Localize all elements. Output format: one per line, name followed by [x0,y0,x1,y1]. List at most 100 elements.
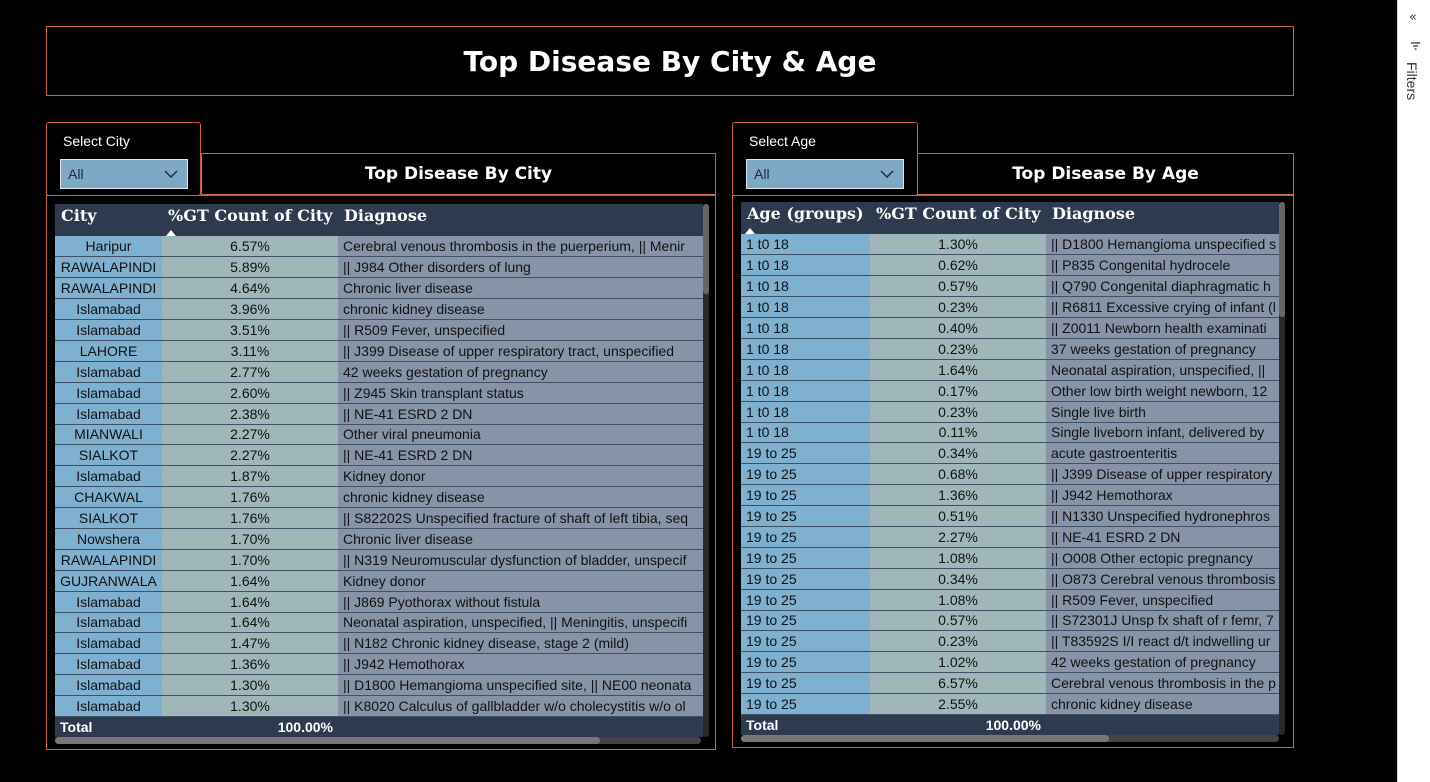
cell-diagnose: chronic kidney disease [338,486,703,509]
cell-pct: 1.64% [162,591,338,613]
cell-city: Haripur [55,236,162,258]
cell-pct: 1.30% [162,674,338,697]
table-row[interactable]: Islamabad 2.38% || NE-41 ESRD 2 DN [55,403,703,425]
age-dropdown[interactable]: All [746,159,904,189]
table-row[interactable]: Islamabad 3.96% chronic kidney disease [55,298,703,321]
age-table-vscroll[interactable] [1279,202,1285,735]
table-row[interactable]: 19 to 25 6.57% Cerebral venous thrombosis … [741,672,1279,695]
cell-city: Islamabad [55,695,162,717]
cell-pct: 0.57% [870,610,1046,632]
table-row[interactable]: SIALKOT 1.76% || S82202S Unspecified fract… [55,507,703,529]
age-table[interactable]: Age (groups) %GT Count of City Diagnose … [741,202,1279,735]
table-row[interactable]: 1 t0 18 0.57% || Q790 Congenital diaphragm… [741,275,1279,298]
table-row[interactable]: Islamabad 2.60% || Z945 Skin transplant st… [55,382,703,404]
cell-diagnose: || J942 Hemothorax [338,653,703,676]
filters-pane[interactable]: « Filters [1397,0,1430,782]
age-table-hscroll-thumb[interactable] [741,735,1109,742]
cell-age: 19 to 25 [741,693,870,715]
cell-city: GUJRANWALA [55,570,162,592]
cell-pct: 2.60% [162,382,338,404]
table-row[interactable]: 19 to 25 0.34% || O873 Cerebral venous thr… [741,568,1279,590]
table-row[interactable]: 1 t0 18 1.30% || D1800 Hemangioma unspecif… [741,234,1279,256]
filters-label[interactable]: Filters [1404,62,1420,101]
table-row[interactable]: Islamabad 1.30% || K8020 Calculus of gallb… [55,695,703,717]
cell-diagnose: || D1800 Hemangioma unspecified site, ||… [338,674,703,697]
cell-city: Islamabad [55,632,162,655]
table-row[interactable]: Islamabad 1.87% Kidney donor [55,465,703,488]
table-row[interactable]: 19 to 25 1.02% 42 weeks gestation of pregn… [741,651,1279,674]
table-row[interactable]: 19 to 25 0.57% || S72301J Unsp fx shaft of… [741,610,1279,632]
table-row[interactable]: 1 t0 18 0.23% || R6811 Excessive crying of… [741,296,1279,319]
table-row[interactable]: Islamabad 1.64% Neonatal aspiration, unspe… [55,612,703,634]
cell-pct: 3.51% [162,319,338,341]
table-row[interactable]: Haripur 6.57% Cerebral venous thrombosis i… [55,236,703,258]
table-row[interactable]: 1 t0 18 0.62% || P835 Congenital hydrocele [741,254,1279,277]
col-header-pct[interactable]: %GT Count of City [162,204,338,236]
cell-pct: 0.62% [870,254,1046,277]
cell-city: SIALKOT [55,507,162,529]
cell-city: Islamabad [55,382,162,404]
double-chevron-left-icon[interactable]: « [1409,10,1417,25]
city-table-vscroll[interactable] [703,204,709,737]
table-row[interactable]: 19 to 25 1.08% || R509 Fever, unspecified [741,589,1279,611]
table-row[interactable]: 19 to 25 0.68% || J399 Disease of upper re… [741,463,1279,486]
table-row[interactable]: 19 to 25 0.51% || N1330 Unspecified hydron… [741,505,1279,527]
city-table-hscroll-thumb[interactable] [55,737,600,744]
city-table-title: Top Disease By City [364,164,553,184]
table-row[interactable]: Islamabad 1.36% || J942 Hemothorax [55,653,703,676]
table-row[interactable]: Islamabad 1.47% || N182 Chronic kidney dis… [55,632,703,655]
city-dropdown[interactable]: All [60,159,188,189]
col-header-age[interactable]: Age (groups) [741,202,870,234]
table-row[interactable]: 1 t0 18 0.23% 37 weeks gestation of pregna… [741,338,1279,360]
cell-city: Islamabad [55,465,162,488]
table-row[interactable]: 1 t0 18 0.11% Single liveborn infant, deli… [741,422,1279,444]
table-row[interactable]: 19 to 25 1.36% || J942 Hemothorax [741,484,1279,507]
cell-pct: 2.27% [162,444,338,467]
col-header-pct[interactable]: %GT Count of City [870,202,1046,234]
report-title-box: Top Disease By City & Age [46,26,1294,96]
table-row[interactable]: 19 to 25 2.55% chronic kidney disease [741,693,1279,715]
table-row[interactable]: 1 t0 18 0.40% || Z0011 Newborn health exam… [741,317,1279,339]
table-row[interactable]: Islamabad 1.30% || D1800 Hemangioma unspec… [55,674,703,697]
table-row[interactable]: SIALKOT 2.27% || NE-41 ESRD 2 DN [55,444,703,467]
total-empty [1046,714,1279,735]
cell-age: 19 to 25 [741,610,870,632]
table-row[interactable]: 19 to 25 1.08% || O008 Other ectopic pregn… [741,547,1279,569]
cell-diagnose: Other low birth weight newborn, 12 [1046,380,1279,402]
table-row[interactable]: 1 t0 18 1.64% Neonatal aspiration, unspeci… [741,359,1279,381]
city-table[interactable]: City %GT Count of City Diagnose Haripur 6… [55,204,703,737]
table-row[interactable]: Islamabad 3.51% || R509 Fever, unspecified [55,319,703,341]
table-row[interactable]: 1 t0 18 0.17% Other low birth weight newbo… [741,380,1279,402]
cell-diagnose: || Z945 Skin transplant status [338,382,703,404]
col-header-city[interactable]: City [55,204,162,236]
col-header-diagnose[interactable]: Diagnose [338,204,703,236]
total-label: Total [55,716,162,737]
cell-pct: 0.51% [870,505,1046,527]
table-row[interactable]: RAWALAPINDI 5.89% || J984 Other disorders … [55,256,703,279]
table-row[interactable]: RAWALAPINDI 4.64% Chronic liver disease [55,277,703,300]
cell-city: Islamabad [55,319,162,341]
table-row[interactable]: 19 to 25 0.34% acute gastroenteritis [741,442,1279,465]
col-header-diagnose[interactable]: Diagnose [1046,202,1279,234]
table-row[interactable]: Islamabad 1.64% || J869 Pyothorax without … [55,591,703,613]
city-table-vscroll-thumb[interactable] [703,204,709,294]
table-row[interactable]: Nowshera 1.70% Chronic liver disease [55,528,703,550]
table-row[interactable]: 1 t0 18 0.23% Single live birth [741,401,1279,423]
table-row[interactable]: LAHORE 3.11% || J399 Disease of upper resp… [55,340,703,362]
cell-diagnose: Other viral pneumonia [338,424,703,446]
city-table-hscroll[interactable] [55,737,701,744]
age-table-hscroll[interactable] [741,735,1279,742]
table-row[interactable]: CHAKWAL 1.76% chronic kidney disease [55,486,703,509]
table-row[interactable]: 19 to 25 2.27% || NE-41 ESRD 2 DN [741,526,1279,548]
cell-city: Islamabad [55,674,162,697]
table-row[interactable]: MIANWALI 2.27% Other viral pneumonia [55,424,703,446]
cell-diagnose: || NE-41 ESRD 2 DN [338,444,703,467]
age-table-vscroll-thumb[interactable] [1279,202,1285,317]
cell-city: Islamabad [55,612,162,634]
table-row[interactable]: 19 to 25 0.23% || T83592S I/I react d/t in… [741,630,1279,653]
table-row[interactable]: Islamabad 2.77% 42 weeks gestation of preg… [55,361,703,383]
table-row[interactable]: RAWALAPINDI 1.70% || N319 Neuromuscular dy… [55,549,703,571]
cell-diagnose: || K8020 Calculus of gallbladder w/o cho… [338,695,703,717]
age-table-frame: Age (groups) %GT Count of City Diagnose … [732,195,1294,748]
table-row[interactable]: GUJRANWALA 1.64% Kidney donor [55,570,703,592]
